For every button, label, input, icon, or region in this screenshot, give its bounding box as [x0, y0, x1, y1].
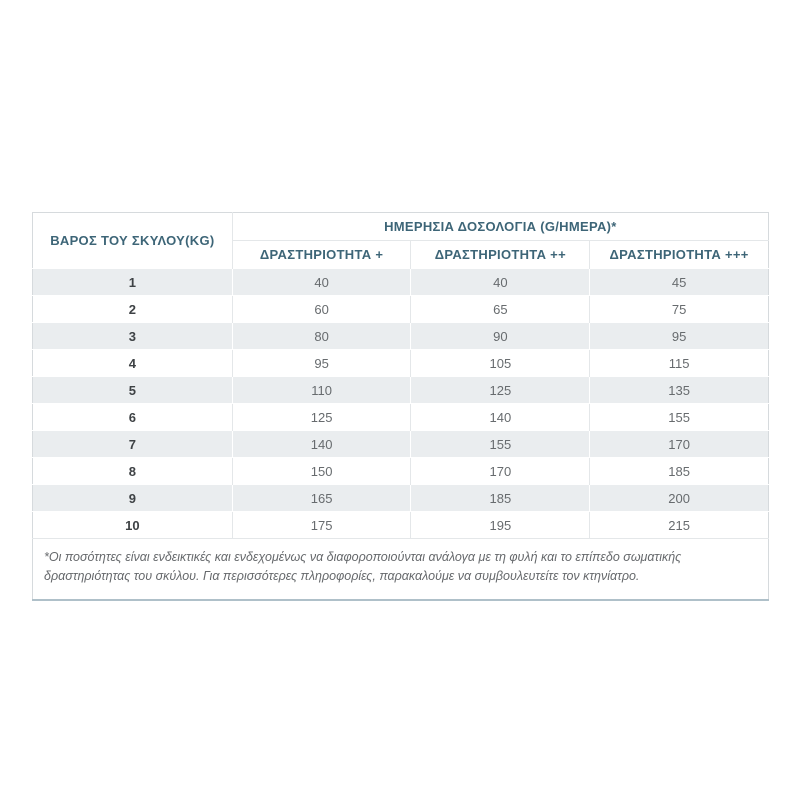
table-row: 2 60 65 75 [33, 295, 769, 323]
value-cell: 65 [410, 295, 590, 323]
weight-cell: 4 [128, 355, 136, 371]
activity-2-header: ΔΡΑΣΤΗΡΙΟΤΗΤΑ ++ [410, 240, 590, 269]
header-row-2: ΔΡΑΣΤΗΡΙΟΤΗΤΑ + ΔΡΑΣΤΗΡΙΟΤΗΤΑ ++ ΔΡΑΣΤΗΡ… [33, 240, 769, 269]
value-cell: 115 [589, 349, 769, 377]
value-cell: 90 [410, 322, 590, 350]
dosage-table-container: ΒΑΡΟΣ ΤΟΥ ΣΚΥΛΟΥ(KG) ΗΜΕΡΗΣΙΑ ΔΟΣΟΛΟΓΙΑ … [32, 212, 769, 601]
value-cell: 95 [589, 322, 769, 350]
value-cell: 75 [589, 295, 769, 323]
weight-cell: 9 [32, 484, 233, 512]
table-row: 9 165 185 200 [32, 484, 769, 512]
dosage-table-header: ΒΑΡΟΣ ΤΟΥ ΣΚΥΛΟΥ(KG) ΗΜΕΡΗΣΙΑ ΔΟΣΟΛΟΓΙΑ … [32, 212, 769, 269]
table-row: 1 40 40 45 [32, 268, 769, 296]
header-row-1: ΒΑΡΟΣ ΤΟΥ ΣΚΥΛΟΥ(KG) ΗΜΕΡΗΣΙΑ ΔΟΣΟΛΟΓΙΑ … [32, 212, 769, 269]
table-row: 8 150 170 185 [33, 457, 769, 485]
value-cell: 125 [231, 403, 411, 431]
value-cell: 170 [410, 457, 590, 485]
table-row: 6 125 140 155 [33, 403, 769, 431]
value-cell: 150 [231, 457, 411, 485]
daily-dosage-header: ΗΜΕΡΗΣΙΑ ΔΟΣΟΛΟΓΙΑ (G/ΗΜΕΡΑ)* [232, 212, 769, 241]
value-cell: 40 [410, 268, 590, 296]
weight-cell: 7 [32, 430, 233, 458]
weight-cell: 5 [32, 376, 233, 404]
value-cell: 155 [589, 403, 769, 431]
dosage-table-body: 1 40 40 45 2 60 65 75 3 80 90 95 [32, 268, 769, 539]
value-cell: 140 [410, 403, 590, 431]
table-row: 4 95 105 115 [33, 349, 769, 377]
value-cell: 45 [589, 268, 769, 296]
value-cell: 110 [231, 376, 411, 404]
value-cell: 135 [589, 376, 769, 404]
dosage-table-footer: *Οι ποσότητες είναι ενδεικτικές και ενδε… [32, 538, 769, 600]
weight-cell: 8 [128, 463, 136, 479]
table-row: 5 110 125 135 [32, 376, 769, 404]
value-cell: 105 [410, 349, 590, 377]
value-cell: 185 [589, 457, 769, 485]
value-cell: 185 [410, 484, 590, 512]
value-cell: 140 [231, 430, 411, 458]
value-cell: 40 [231, 268, 411, 296]
value-cell: 195 [410, 511, 590, 539]
weight-cell: 10 [125, 517, 140, 533]
value-cell: 165 [231, 484, 411, 512]
value-cell: 170 [589, 430, 769, 458]
value-cell: 60 [231, 295, 411, 323]
weight-cell: 6 [128, 409, 136, 425]
activity-3-header: ΔΡΑΣΤΗΡΙΟΤΗΤΑ +++ [589, 240, 769, 269]
table-row: 7 140 155 170 [32, 430, 769, 458]
value-cell: 95 [231, 349, 411, 377]
activity-1-header: ΔΡΑΣΤΗΡΙΟΤΗΤΑ + [232, 240, 411, 269]
weight-column-header: ΒΑΡΟΣ ΤΟΥ ΣΚΥΛΟΥ(KG) [32, 212, 233, 269]
value-cell: 200 [589, 484, 769, 512]
table-row: 10 175 195 215 [33, 511, 769, 539]
weight-cell: 2 [128, 301, 136, 317]
weight-cell: 3 [32, 322, 233, 350]
dosage-table: ΒΑΡΟΣ ΤΟΥ ΣΚΥΛΟΥ(KG) ΗΜΕΡΗΣΙΑ ΔΟΣΟΛΟΓΙΑ … [32, 212, 769, 601]
value-cell: 125 [410, 376, 590, 404]
weight-cell: 1 [32, 268, 233, 296]
value-cell: 80 [231, 322, 411, 350]
footnote-row: *Οι ποσότητες είναι ενδεικτικές και ενδε… [32, 538, 769, 600]
value-cell: 175 [231, 511, 411, 539]
table-row: 3 80 90 95 [32, 322, 769, 350]
value-cell: 215 [589, 511, 769, 539]
value-cell: 155 [410, 430, 590, 458]
footnote-text: *Οι ποσότητες είναι ενδεικτικές και ενδε… [32, 538, 769, 600]
